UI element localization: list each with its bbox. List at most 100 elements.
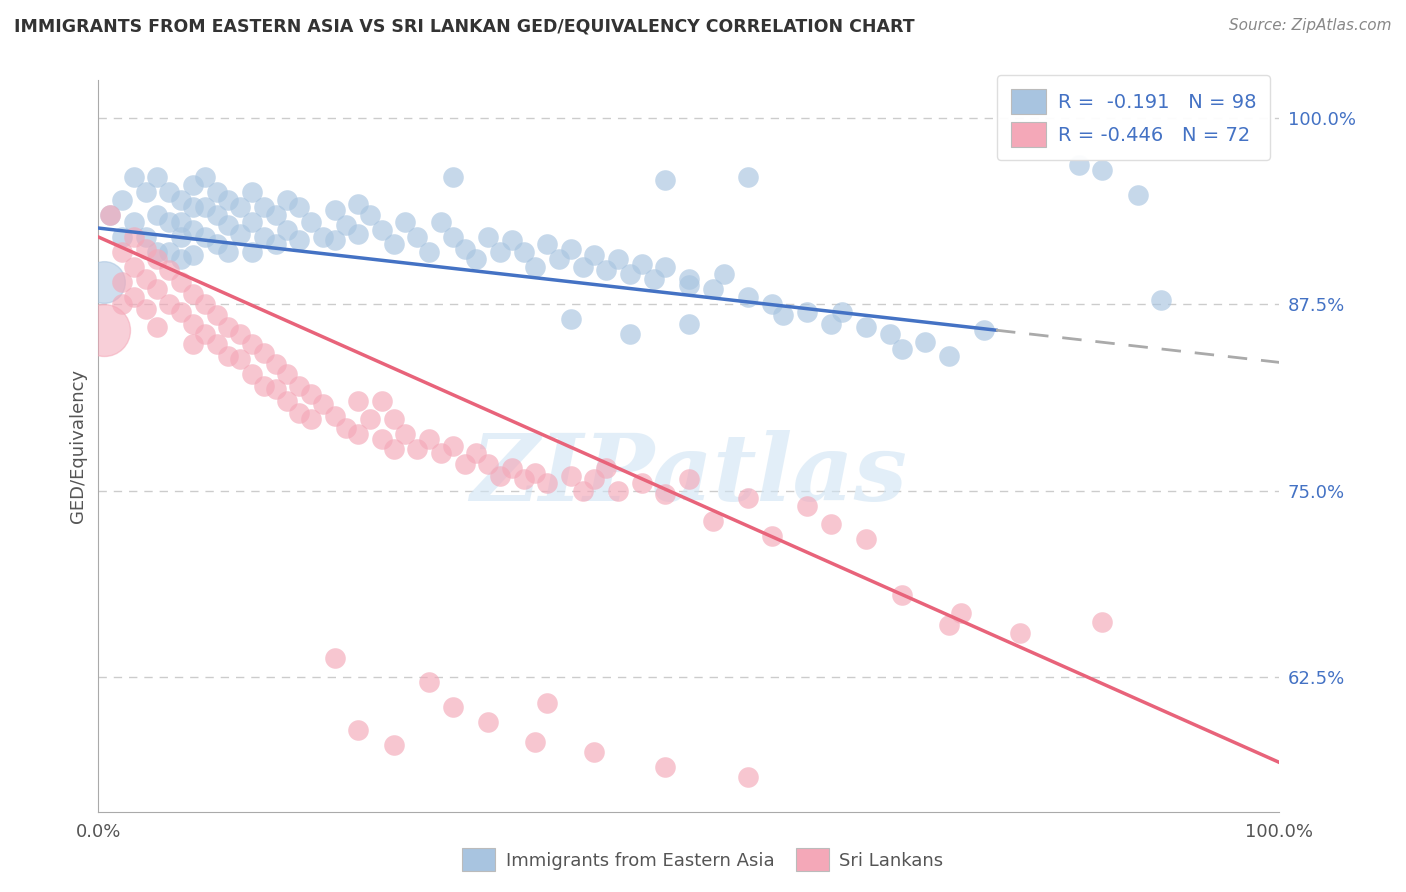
Point (240, 186, 263, 200)
Point (240, 368, 263, 382)
Point (560, 468, 582, 483)
Point (501, 233, 523, 247)
Point (737, 771, 759, 785)
Point (1067, 158, 1090, 172)
Point (205, 337, 228, 351)
Point (453, 242, 475, 256)
Point (323, 651, 346, 665)
Point (796, 304, 818, 318)
Point (217, 350, 239, 364)
Point (135, 301, 157, 316)
Point (205, 208, 228, 222)
Point (146, 319, 169, 334)
Point (229, 326, 252, 341)
Point (217, 193, 239, 207)
Point (643, 272, 665, 286)
Point (276, 394, 298, 409)
Point (371, 432, 394, 446)
Point (1091, 162, 1114, 177)
Point (323, 233, 346, 247)
Point (299, 215, 322, 229)
Point (430, 446, 453, 460)
Point (253, 379, 276, 393)
Point (181, 317, 204, 331)
Point (194, 230, 217, 244)
Text: Source: ZipAtlas.com: Source: ZipAtlas.com (1229, 18, 1392, 33)
Point (501, 461, 523, 475)
Point (382, 442, 405, 456)
Point (477, 457, 499, 471)
Point (1008, 625, 1031, 640)
Point (879, 326, 901, 341)
Point (323, 409, 346, 424)
Point (170, 252, 193, 267)
Point (122, 290, 145, 304)
Point (1126, 188, 1149, 202)
Point (949, 606, 972, 620)
Point (135, 186, 157, 200)
Point (560, 312, 582, 326)
Point (465, 252, 488, 267)
Point (914, 334, 936, 349)
Point (146, 252, 169, 267)
Point (288, 200, 311, 214)
Point (146, 282, 169, 296)
Point (299, 412, 322, 426)
Point (323, 203, 346, 218)
Point (630, 257, 652, 271)
Point (1091, 615, 1114, 629)
Point (453, 457, 475, 471)
Point (489, 468, 512, 483)
Point (146, 170, 169, 185)
Point (890, 588, 912, 602)
Point (1150, 293, 1173, 307)
Point (181, 178, 204, 192)
Point (831, 304, 853, 318)
Point (181, 337, 204, 351)
Point (441, 439, 464, 453)
Point (157, 215, 180, 229)
Point (288, 406, 311, 420)
Point (157, 186, 180, 200)
Point (111, 275, 134, 289)
Point (240, 337, 263, 351)
Point (194, 297, 217, 311)
Point (938, 618, 960, 632)
Legend: R =  -0.191   N = 98, R = -0.446   N = 72: R = -0.191 N = 98, R = -0.446 N = 72 (997, 75, 1270, 161)
Point (406, 442, 429, 456)
Point (536, 476, 558, 491)
Point (371, 394, 394, 409)
Point (170, 275, 193, 289)
Point (560, 242, 582, 256)
Point (181, 200, 204, 214)
Point (122, 170, 145, 185)
Point (157, 297, 180, 311)
Point (772, 308, 794, 322)
Point (194, 170, 217, 185)
Point (890, 342, 912, 356)
Point (654, 260, 676, 274)
Point (571, 483, 593, 498)
Point (181, 248, 204, 262)
Point (406, 230, 429, 244)
Point (347, 427, 370, 442)
Point (524, 466, 547, 480)
Point (820, 317, 842, 331)
Point (276, 222, 298, 236)
Point (170, 230, 193, 244)
Point (229, 200, 252, 214)
Point (253, 346, 276, 360)
Point (418, 432, 440, 446)
Point (205, 186, 228, 200)
Point (583, 472, 606, 486)
Point (583, 745, 606, 759)
Point (394, 427, 416, 442)
Point (477, 715, 499, 730)
Point (135, 230, 157, 244)
Point (276, 193, 298, 207)
Point (855, 532, 877, 546)
Point (382, 738, 405, 752)
Point (335, 421, 357, 435)
Point (111, 244, 134, 259)
Point (359, 208, 381, 222)
